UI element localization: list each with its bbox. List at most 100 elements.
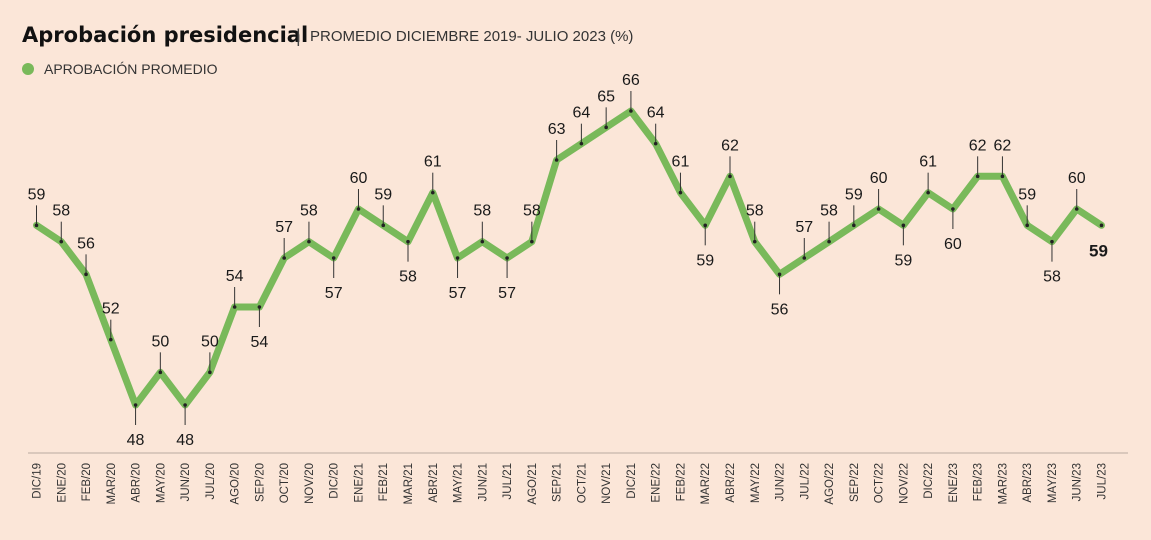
legend-marker bbox=[22, 63, 34, 75]
data-point bbox=[232, 305, 237, 309]
x-tick-label: FEB/20 bbox=[81, 463, 93, 501]
data-point bbox=[34, 223, 39, 228]
data-label: 50 bbox=[151, 333, 169, 350]
data-label: 60 bbox=[870, 170, 888, 187]
x-tick-label: ABR/22 bbox=[725, 463, 737, 503]
x-tick-label: ABR/21 bbox=[428, 463, 440, 503]
data-point bbox=[257, 305, 262, 309]
data-point bbox=[951, 207, 955, 211]
data-point bbox=[1050, 239, 1054, 244]
chart-subtitle: PROMEDIO DICIEMBRE 2019- JULIO 2023 (%) bbox=[310, 28, 633, 45]
x-tick-label: ENE/22 bbox=[651, 463, 663, 503]
x-tick-label: DIC/21 bbox=[626, 463, 638, 499]
data-point bbox=[505, 256, 509, 260]
data-point bbox=[604, 125, 608, 130]
data-label: 64 bbox=[647, 105, 665, 122]
data-point bbox=[183, 403, 187, 407]
data-label: 58 bbox=[300, 203, 318, 220]
data-point bbox=[59, 239, 64, 244]
data-point bbox=[926, 190, 930, 195]
data-label: 59 bbox=[845, 186, 863, 203]
x-tick-label: DIC/20 bbox=[329, 463, 341, 499]
data-point bbox=[208, 370, 212, 375]
data-label: 59 bbox=[696, 252, 714, 269]
data-point bbox=[430, 190, 435, 195]
x-tick-label: AGO/20 bbox=[230, 463, 242, 505]
x-tick-label: MAR/23 bbox=[997, 463, 1009, 505]
x-tick-label: FEB/23 bbox=[973, 463, 985, 501]
x-tick-label: AGO/22 bbox=[824, 463, 836, 505]
data-label: 65 bbox=[597, 88, 615, 105]
x-tick-label: ENE/23 bbox=[948, 463, 960, 503]
data-label: 52 bbox=[102, 301, 120, 318]
x-tick-label: FEB/21 bbox=[378, 463, 390, 501]
data-label: 59 bbox=[28, 186, 46, 203]
x-tick-label: JUN/21 bbox=[477, 463, 489, 501]
x-tick-label: SEP/20 bbox=[254, 463, 266, 502]
x-tick-label: AGO/21 bbox=[527, 463, 539, 505]
x-tick-label: JUN/20 bbox=[180, 463, 192, 501]
chart-title: Aprobación presidencial bbox=[22, 23, 308, 47]
data-label: 61 bbox=[672, 154, 690, 171]
x-tick-label: ENE/20 bbox=[56, 463, 68, 503]
data-point bbox=[1025, 223, 1029, 228]
data-point bbox=[1074, 207, 1079, 211]
data-point bbox=[1000, 174, 1005, 179]
data-point bbox=[852, 223, 856, 228]
data-point bbox=[1099, 223, 1104, 228]
plot-area: 59 DIC/19 58 ENE/20 56 FEB/20 52 MAR/20 48 ABR/20… bbox=[28, 72, 1109, 505]
x-tick-label: FEB/22 bbox=[675, 463, 687, 501]
data-point bbox=[901, 223, 906, 228]
data-label: 48 bbox=[176, 432, 194, 449]
x-tick-label: JUL/22 bbox=[799, 463, 811, 499]
data-label: 59 bbox=[1018, 186, 1036, 203]
data-point bbox=[158, 370, 163, 375]
data-label: 57 bbox=[498, 285, 516, 302]
x-tick-label: SEP/21 bbox=[552, 463, 564, 502]
data-point bbox=[455, 256, 460, 260]
data-point bbox=[827, 239, 831, 244]
data-label: 57 bbox=[795, 219, 813, 236]
x-tick-label: MAY/23 bbox=[1047, 463, 1059, 503]
title-separator: | bbox=[296, 26, 301, 46]
data-label: 58 bbox=[746, 203, 764, 220]
data-point bbox=[331, 256, 336, 260]
data-point bbox=[480, 239, 485, 244]
x-tick-label: JUN/23 bbox=[1072, 463, 1084, 501]
data-label: 54 bbox=[226, 268, 244, 285]
data-point bbox=[975, 174, 980, 179]
x-tick-label: JUN/22 bbox=[775, 463, 787, 501]
data-point bbox=[109, 337, 113, 342]
data-point bbox=[653, 141, 658, 146]
data-label: 56 bbox=[771, 301, 789, 318]
data-label: 58 bbox=[399, 269, 417, 286]
data-label: 58 bbox=[523, 203, 541, 220]
data-point bbox=[307, 239, 311, 244]
data-label: 64 bbox=[572, 105, 590, 122]
x-tick-label: MAY/20 bbox=[155, 463, 167, 503]
data-point bbox=[579, 141, 584, 146]
data-point bbox=[381, 223, 386, 228]
x-tick-label: DIC/19 bbox=[32, 463, 44, 499]
data-label: 58 bbox=[1043, 269, 1061, 286]
data-label: 60 bbox=[944, 236, 962, 253]
x-tick-label: NOV/22 bbox=[898, 463, 910, 504]
data-label: 58 bbox=[52, 203, 70, 220]
x-tick-label: JUL/23 bbox=[1097, 463, 1109, 499]
x-tick-label: OCT/22 bbox=[874, 463, 886, 503]
data-point bbox=[133, 403, 138, 407]
x-tick-label: MAR/21 bbox=[403, 463, 415, 505]
data-label: 59 bbox=[894, 252, 912, 269]
data-label: 58 bbox=[473, 203, 491, 220]
data-point bbox=[777, 272, 782, 277]
data-point bbox=[629, 109, 633, 113]
data-point bbox=[678, 190, 683, 195]
data-label: 56 bbox=[77, 235, 95, 252]
data-label: 50 bbox=[201, 333, 219, 350]
data-label: 57 bbox=[275, 219, 293, 236]
x-tick-label: JUL/20 bbox=[205, 463, 217, 499]
data-point bbox=[406, 239, 410, 244]
data-label: 60 bbox=[350, 170, 368, 187]
x-tick-label: DIC/22 bbox=[923, 463, 935, 499]
data-label: 60 bbox=[1068, 170, 1086, 187]
